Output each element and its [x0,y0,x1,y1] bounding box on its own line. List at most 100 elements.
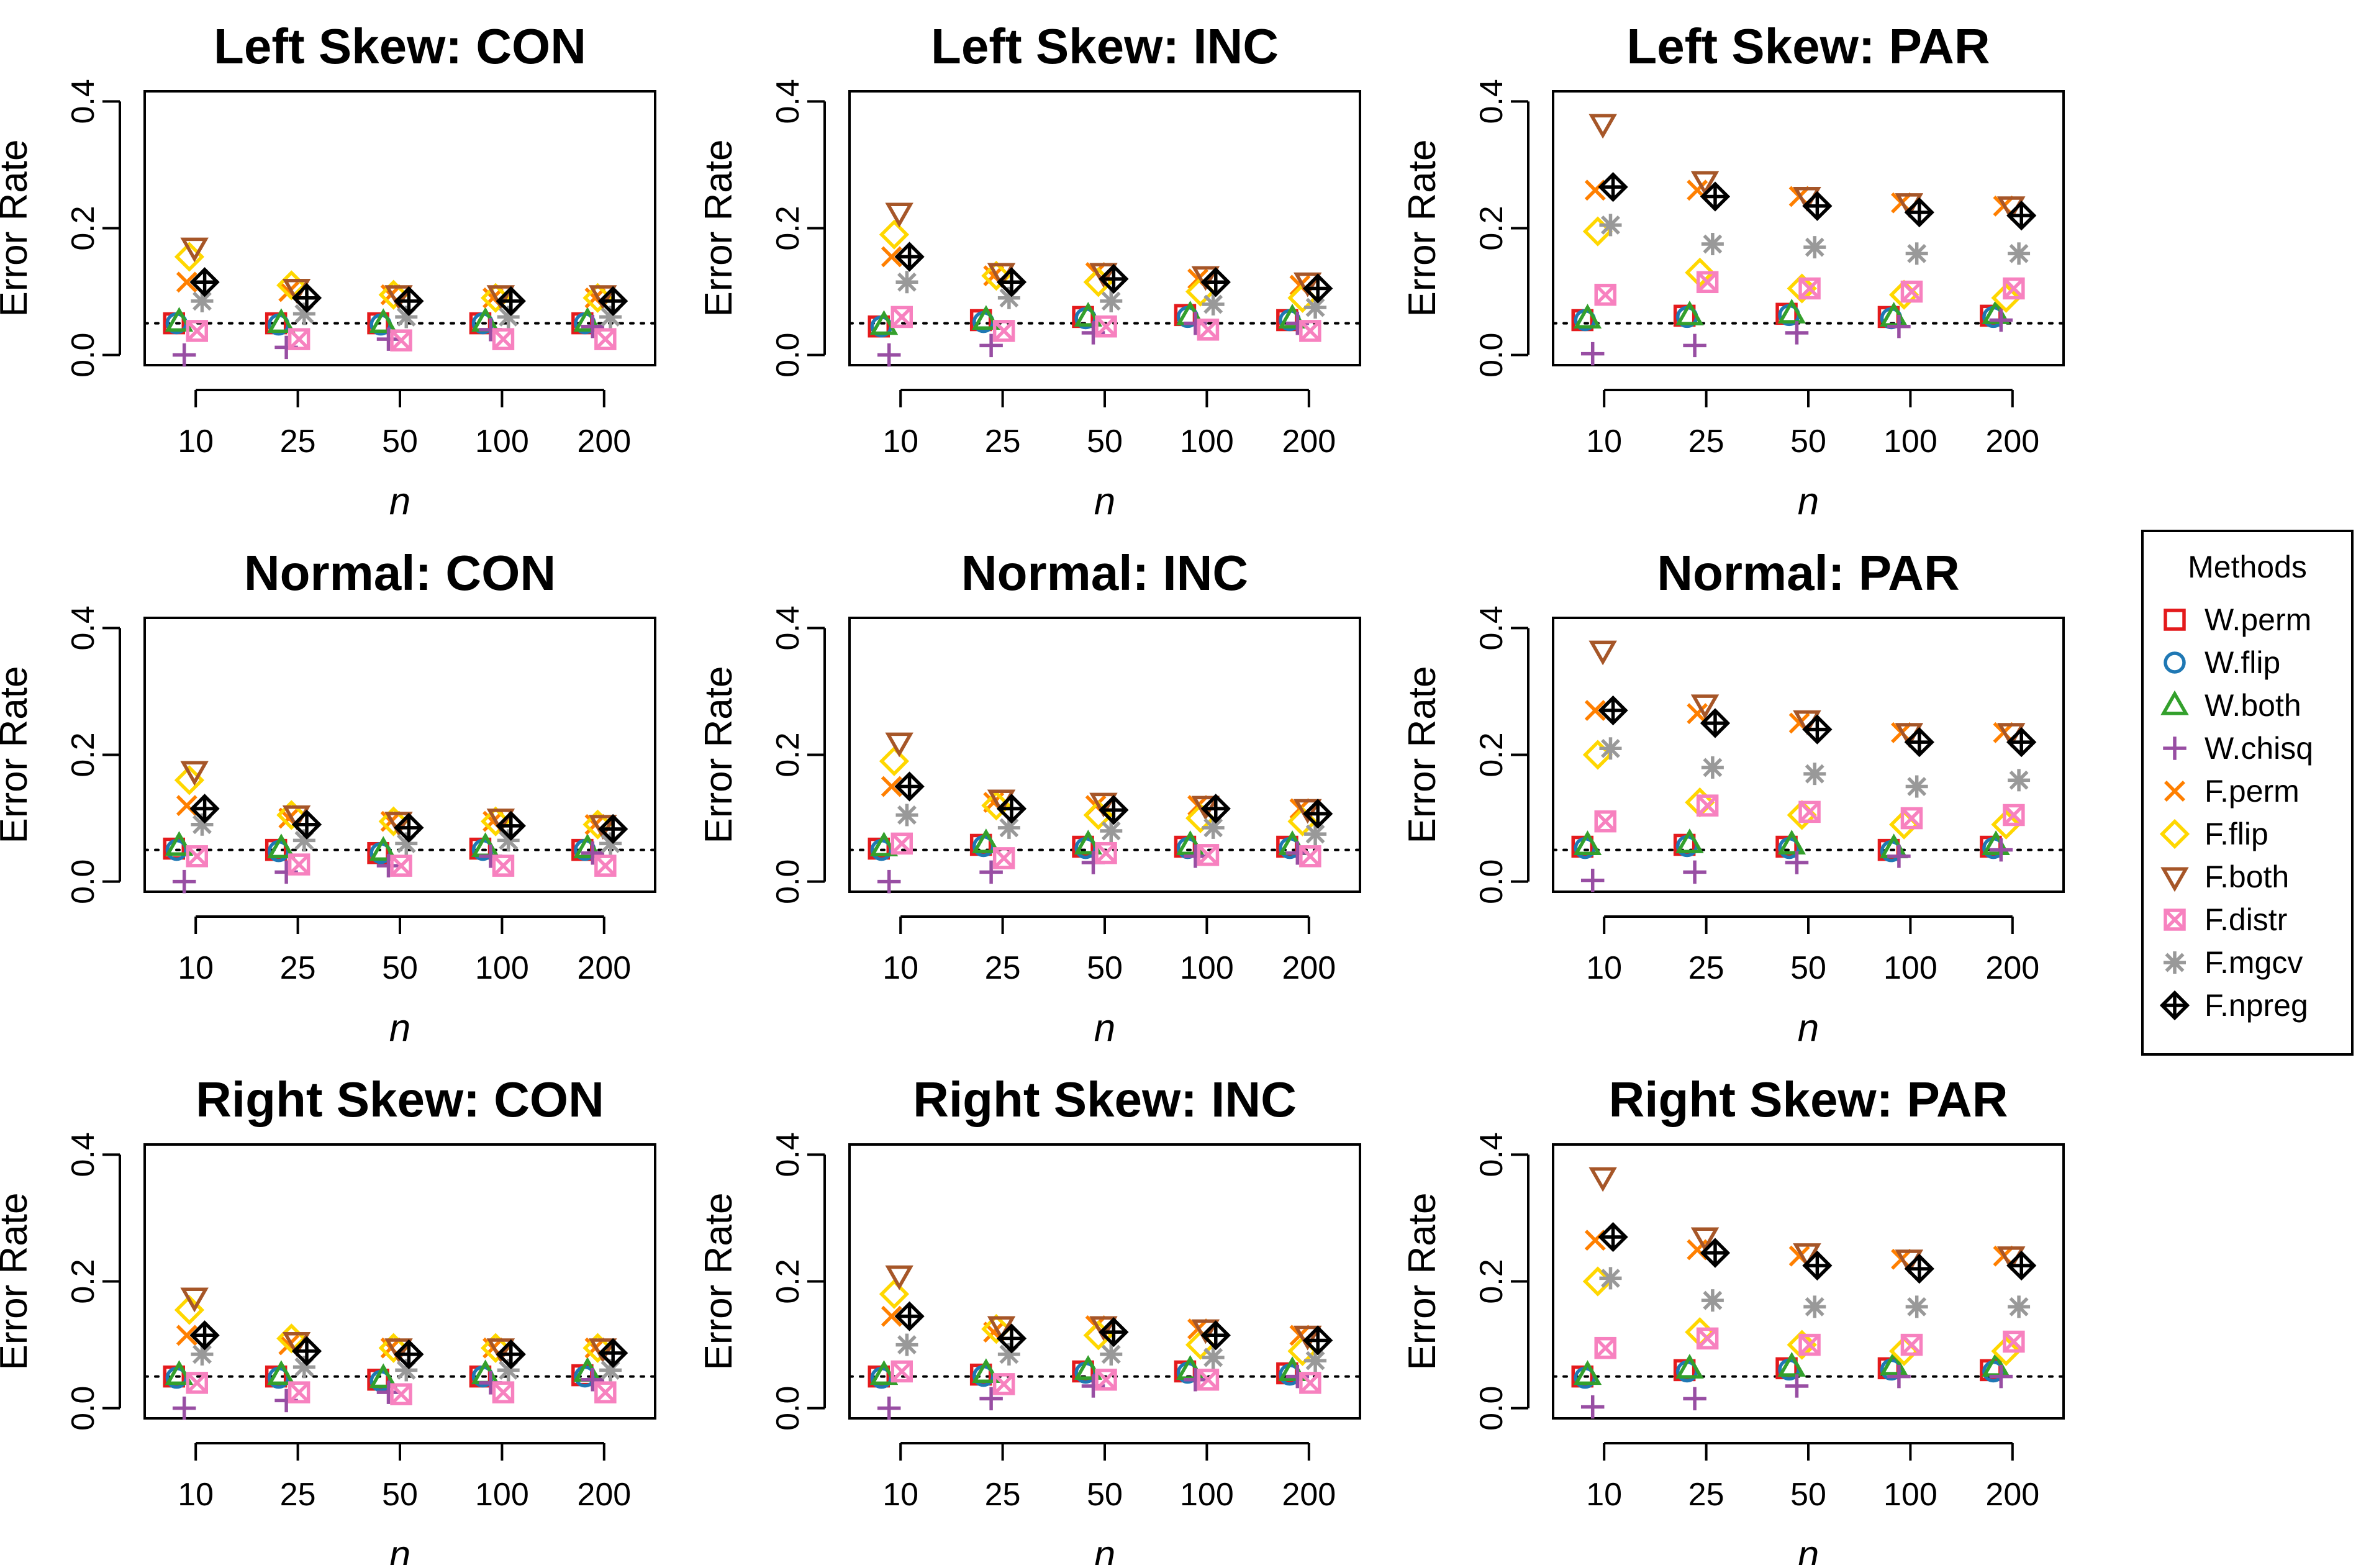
point-f-distr [1798,800,1821,823]
point-f-npreg [189,794,220,824]
square-x-box [890,832,913,855]
point-f-npreg [1099,264,1129,294]
x-tick-label: 200 [1282,950,1336,986]
point-f-flip [1991,283,2021,313]
point-w-both [869,1360,899,1385]
cross-b [1788,1245,1810,1267]
legend-label: F.npreg [2205,988,2308,1023]
square-x-box [390,854,412,877]
point-f-npreg [1200,794,1231,824]
x-tick-label: 100 [1180,950,1234,986]
point-f-both [1294,799,1322,824]
triangle-down-shape [987,1316,1016,1341]
ast-b [2165,953,2185,972]
point-f-distr [1900,807,1923,830]
point-w-both [1573,304,1602,329]
ast-b [1703,758,1723,777]
y-tick-label: 0.4 [770,1132,806,1177]
x-tick-label: 100 [475,424,529,460]
panel-5: Normal: INC 0.0 0.2 0.4 Error Rate 10 25 50 100 2… [697,545,1361,1049]
x-tick-label: 10 [1586,950,1622,986]
square-x-b [1299,320,1321,342]
point-f-distr [390,1383,412,1405]
cross-b [278,807,300,829]
point-f-mgcv [1202,816,1225,839]
point-f-distr [1095,841,1117,864]
x-axis-label: n [389,1007,410,1049]
point-f-distr [890,306,913,329]
point-f-both [384,812,413,836]
point-f-npreg [1598,1221,1628,1253]
square-x-b [186,320,208,342]
point-f-flip [1787,1330,1817,1360]
triangle-down-shape [384,812,413,836]
panel-7: Right Skew: CON 0.0 0.2 0.4 Error Rate 10 25 50… [0,1072,656,1568]
triangle-down-shape [180,237,209,263]
x-tick-label: 200 [1985,424,2039,460]
triangle-shape [1675,301,1704,325]
square-x-box [186,320,209,342]
y-tick-label: 0.4 [770,605,806,650]
point-f-mgcv [1304,1349,1327,1372]
point-w-both [1777,299,1806,324]
diamond-shape [981,260,1012,291]
x-tick-label: 10 [882,950,918,986]
point-f-both [885,732,913,758]
cross-b [983,1321,1005,1343]
legend-label: F.mgcv [2205,945,2303,980]
point-f-npreg [1904,727,1934,758]
point-f-mgcv [1701,756,1724,779]
x-tick-label: 25 [985,424,1021,460]
point-f-distr [1197,1368,1220,1391]
triangle-shape [1573,830,1602,855]
x-tick-label: 100 [1180,1477,1234,1513]
triangle-down-shape [1690,171,1720,196]
triangle-shape [1074,302,1103,327]
point-w-chisq [172,869,196,894]
point-f-mgcv [1905,1295,1928,1318]
y-tick-label: 0.0 [770,1386,806,1431]
point-f-both [987,1316,1016,1341]
x-tick-label: 10 [178,424,214,460]
panel-1: Left Skew: CON 0.0 0.2 0.4 Error Rate 10 25 50 1… [0,19,656,523]
diamond-shape [1991,809,2021,840]
point-f-flip [582,1333,613,1363]
point-f-distr [594,328,617,350]
triangle-shape [1777,299,1806,324]
x-axis-label: n [1094,480,1115,523]
point-f-distr [1696,1327,1719,1350]
point-w-chisq [1683,860,1706,884]
point-f-mgcv [1304,823,1327,846]
triangle-shape [267,308,296,333]
point-f-npreg [996,794,1027,824]
triangle-shape [869,832,899,857]
square-x-box [2164,909,2186,931]
point-f-npreg [1200,267,1231,297]
y-axis-label: Error Rate [0,140,35,317]
square-x-b [1299,1372,1321,1394]
square-x-box [1594,810,1617,833]
x-tick-label: 50 [1087,1477,1123,1513]
triangle-shape [972,1358,1000,1384]
y-tick-label: 0.2 [1474,732,1510,777]
point-f-both [885,1265,913,1290]
x-tick-label: 200 [1282,424,1336,460]
point-w-chisq [979,860,1003,884]
legend-item-f-distr: F.distr [2164,902,2287,937]
point-f-npreg [496,1339,526,1370]
plot-frame [143,617,656,893]
panel-title: Normal: INC [961,545,1248,600]
square-x-b [891,833,913,854]
square-x-b [288,329,310,350]
diamond-shape [582,809,613,840]
legend-item-w-both: W.both [2160,688,2301,723]
legend-marker [2163,736,2187,760]
square-x-b [594,1382,616,1403]
data-points [868,202,1333,367]
point-f-distr [1594,810,1617,833]
panel-9: Right Skew: PAR 0.0 0.2 0.4 Error Rate 10 25 50… [1401,1072,2065,1568]
diamond-shape [981,1313,1012,1344]
ast-b [1203,294,1223,314]
point-f-npreg [1700,181,1731,212]
cross-b [1788,712,1810,734]
